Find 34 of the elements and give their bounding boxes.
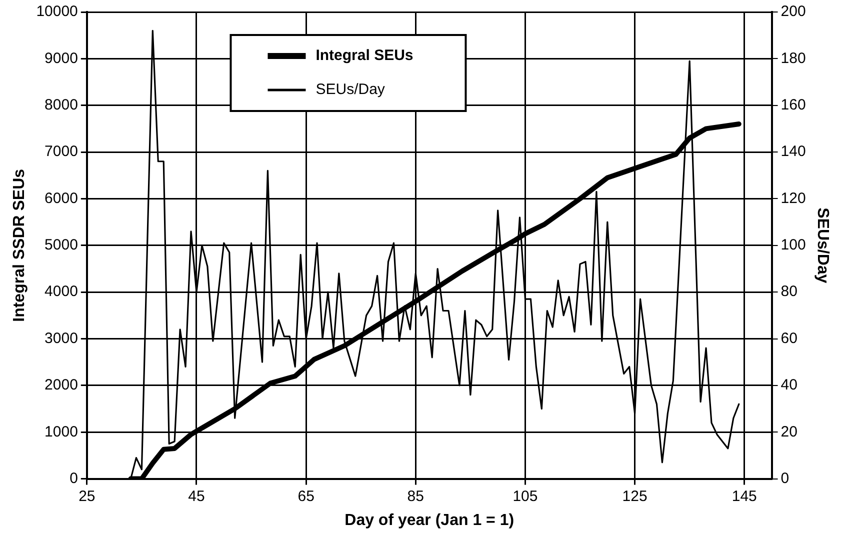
y-tick-label: 0 <box>70 470 78 487</box>
x-tick-label: 125 <box>622 488 648 505</box>
y-tick-label: 5000 <box>44 236 78 254</box>
y2-tick-label: 60 <box>780 330 798 347</box>
y-tick-label: 7000 <box>44 143 78 160</box>
y2-tick-label: 80 <box>780 283 798 300</box>
x-tick-label: 45 <box>188 488 205 505</box>
y-tick-label: 10000 <box>36 3 78 20</box>
legend-label: Integral SEUs <box>316 47 414 64</box>
y2-tick-label: 160 <box>780 96 806 114</box>
x-tick-label: 25 <box>78 488 96 505</box>
y2-tick-label: 20 <box>780 423 798 440</box>
y-tick-label: 8000 <box>44 96 78 114</box>
y2-tick-label: 100 <box>780 236 806 254</box>
y2-tick-label: 140 <box>780 143 806 160</box>
y-tick-label: 2000 <box>44 376 78 394</box>
y-tick-label: 3000 <box>44 330 78 347</box>
y-tick-label: 1000 <box>44 423 78 440</box>
x-tick-label: 145 <box>732 488 757 505</box>
y2-axis-title: SEUs/Day <box>814 208 831 284</box>
legend-label: SEUs/Day <box>316 81 386 98</box>
y2-tick-label: 180 <box>780 50 806 67</box>
y2-tick-label: 120 <box>780 190 806 207</box>
y-tick-label: 9000 <box>44 50 78 67</box>
x-tick-label: 105 <box>512 488 538 505</box>
y2-tick-label: 200 <box>780 3 806 20</box>
y2-tick-label: 40 <box>780 376 798 394</box>
x-axis-title: Day of year (Jan 1 = 1) <box>344 512 514 529</box>
x-tick-label: 85 <box>407 488 424 505</box>
y-tick-label: 6000 <box>44 190 78 207</box>
y-axis-title: Integral SSDR SEUs <box>11 168 28 322</box>
x-tick-label: 65 <box>298 488 314 505</box>
y2-tick-label: 0 <box>780 470 790 487</box>
y-tick-label: 4000 <box>44 283 78 300</box>
